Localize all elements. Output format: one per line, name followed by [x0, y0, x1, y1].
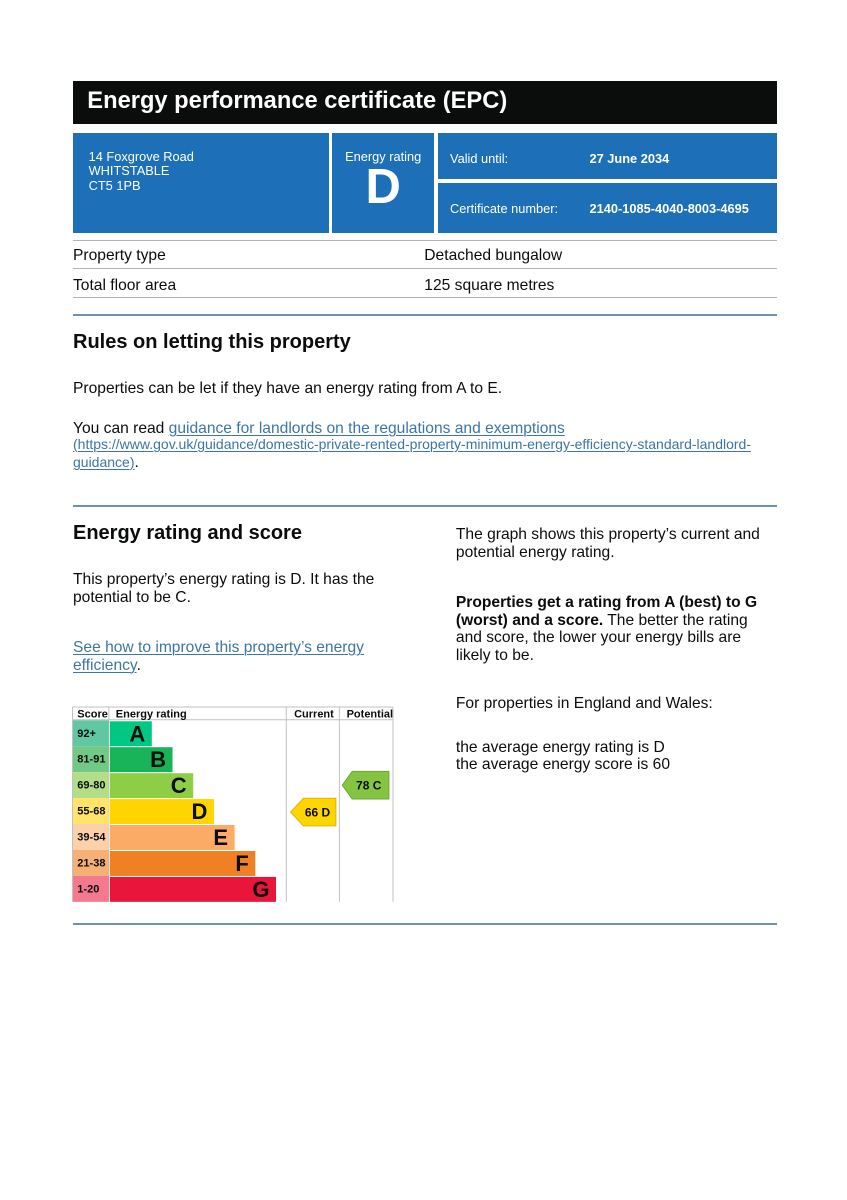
svg-text:Potential: Potential: [347, 708, 393, 720]
svg-text:21-38: 21-38: [77, 858, 105, 870]
svg-text:C: C: [171, 773, 187, 798]
svg-text:B: B: [150, 747, 166, 772]
svg-text:81-91: 81-91: [77, 754, 105, 766]
svg-text:66 D: 66 D: [305, 805, 331, 819]
svg-text:Energy rating: Energy rating: [116, 708, 187, 720]
svg-text:Score: Score: [77, 708, 108, 720]
svg-text:E: E: [213, 825, 228, 850]
svg-text:1-20: 1-20: [77, 883, 99, 895]
svg-text:55-68: 55-68: [77, 806, 105, 818]
svg-text:69-80: 69-80: [77, 780, 105, 792]
svg-text:A: A: [129, 721, 145, 746]
svg-text:D: D: [192, 799, 208, 824]
svg-text:39-54: 39-54: [77, 832, 106, 844]
svg-text:G: G: [252, 877, 269, 902]
svg-text:Current: Current: [294, 708, 334, 720]
svg-text:78 C: 78 C: [356, 779, 382, 793]
svg-text:92+: 92+: [77, 728, 96, 740]
svg-text:F: F: [235, 851, 248, 876]
